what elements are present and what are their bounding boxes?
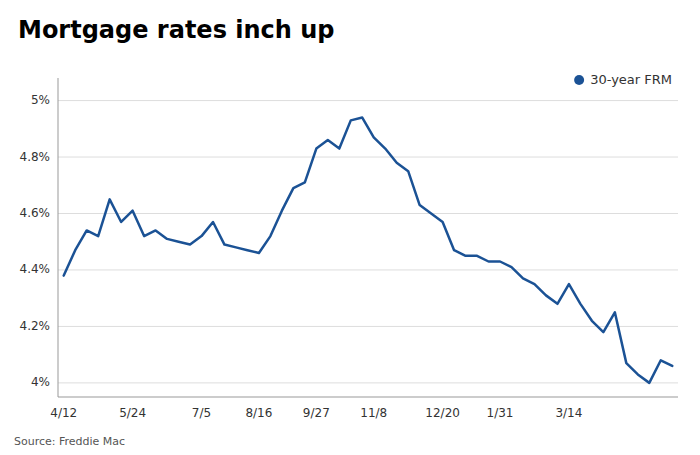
x-tick-label: 3/14 (555, 406, 582, 420)
x-tick-label: 7/5 (192, 406, 211, 420)
grid-line (58, 382, 678, 383)
x-tick-label: 8/16 (245, 406, 272, 420)
y-tick-label: 4.2% (20, 319, 51, 333)
x-tick-label: 9/27 (303, 406, 330, 420)
x-axis: 4/12 5/24 7/5 8/16 9/27 11/8 12/20 1/31 3/14 (50, 406, 582, 420)
y-axis: 4% 4.2% 4.4% 4.6% 4.8% 5% (20, 78, 679, 397)
x-axis-line (58, 397, 678, 398)
chart: Mortgage rates inch up 4% 4.2% 4.4% 4.6% 4.8%… (0, 0, 700, 455)
y-tick-label: 4.8% (20, 150, 51, 164)
grid-line (58, 269, 678, 270)
x-tick-label: 1/31 (487, 406, 514, 420)
grid-line (58, 100, 678, 101)
y-tick-label: 4% (31, 375, 50, 389)
plot-area (64, 118, 673, 383)
y-tick-label: 4.4% (20, 262, 51, 276)
x-tick-label: 4/12 (50, 406, 77, 420)
y-tick-label: 5% (31, 93, 50, 107)
legend: 30-year FRM (574, 72, 672, 87)
x-tick-label: 11/8 (360, 406, 387, 420)
line (64, 118, 673, 383)
source: Source: Freddie Mac (14, 435, 125, 448)
legend-marker (574, 75, 584, 85)
x-tick-label: 12/20 (425, 406, 460, 420)
x-tick-label: 5/24 (119, 406, 146, 420)
title: Mortgage rates inch up (18, 16, 335, 44)
grid-line (58, 157, 678, 158)
grid-line (58, 213, 678, 214)
background (0, 0, 700, 455)
y-tick-label: 4.6% (20, 206, 51, 220)
legend-label: 30-year FRM (590, 72, 672, 87)
y-axis-line (58, 78, 59, 397)
grid-line (58, 326, 678, 327)
